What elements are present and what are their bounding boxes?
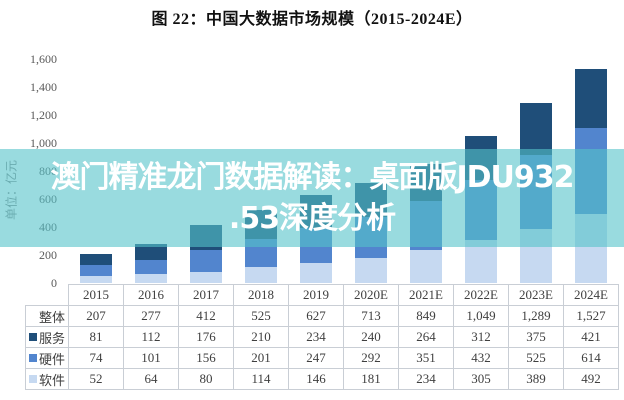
table-cell-total: 277 [123,305,179,327]
table-cell-hardware: 201 [233,347,289,369]
bar-segment-services [134,244,167,260]
row-label-text: 硬件 [38,351,65,367]
y-axis-tick-label: 1,400 [30,80,57,94]
table-cell-hardware: 292 [343,347,399,369]
table-cell-hardware: 247 [288,347,344,369]
bar-segment-services [519,102,552,156]
table-cell-services: 421 [563,326,619,348]
table-cell-software: 146 [288,368,344,390]
table-cell-services: 240 [343,326,399,348]
bar-segment-software [134,274,167,283]
table-cell-software: 389 [508,368,564,390]
table-cell-software: 80 [178,368,234,390]
bar-segment-software [299,262,332,283]
table-cell-hardware: 525 [508,347,564,369]
bar-segment-hardware [134,259,167,275]
year-header: 2019 [288,284,344,306]
figure-title: 图 22：中国大数据市场规模（2015-2024E） [151,11,473,28]
row-label-text: 整体 [38,309,65,325]
table-cell-services: 176 [178,326,234,348]
table-cell-software: 64 [123,368,179,390]
y-axis-tick-label: 1,000 [30,136,57,150]
table-cell-services: 312 [453,326,509,348]
row-label-text: 软件 [38,372,65,388]
table-cell-hardware: 74 [68,347,124,369]
data-table: 2015 2016 2017 2018 2019 2020E 2021E 2022E 2023E… [25,284,619,390]
table-row: 服务 81 112 176 210 234 240 264 312 375 421 [25,326,619,348]
row-label-text: 服务 [38,330,65,346]
table-cell-hardware: 156 [178,347,234,369]
table-cell-hardware: 432 [453,347,509,369]
table-cell-hardware: 101 [123,347,179,369]
table-row: 软件 52 64 80 114 146 181 234 305 389 492 [25,368,619,390]
table-cell-total: 412 [178,305,234,327]
table-cell-software: 492 [563,368,619,390]
table-cell-software: 114 [233,368,289,390]
table-cell-total: 1,527 [563,305,619,327]
row-label-services: 服务 [25,326,69,348]
year-header: 2020E [343,284,399,306]
bar-segment-software [354,257,387,283]
bar-segment-software [189,271,222,283]
y-axis-tick-label: 200 [39,248,57,262]
table-row: 硬件 74 101 156 201 247 292 351 432 525 614 [25,347,619,369]
table-cell-total: 525 [233,305,289,327]
bar-segment-hardware [189,249,222,272]
table-cell-services: 264 [398,326,454,348]
table-cell-total: 627 [288,305,344,327]
y-axis-tick-label: 1,600 [30,52,57,66]
row-label-hardware: 硬件 [25,347,69,369]
table-cell-software: 52 [68,368,124,390]
bar-segment-software [79,275,112,283]
bar-segment-software [464,240,497,283]
table-cell-software: 181 [343,368,399,390]
table-cell-total: 1,049 [453,305,509,327]
blank-corner-cell [26,285,69,306]
watermark-text-line2: .53深度分析 [228,201,396,236]
table-cell-services: 210 [233,326,289,348]
table-cell-hardware: 351 [398,347,454,369]
table-cell-services: 234 [288,326,344,348]
year-header: 2015 [68,284,124,306]
table-cell-total: 1,289 [508,305,564,327]
legend-swatch-hardware [28,354,37,362]
y-axis-tick-label: 0 [51,276,57,290]
table-cell-total: 713 [343,305,399,327]
table-cell-software: 234 [398,368,454,390]
table-cell-software: 305 [453,368,509,390]
legend-swatch-services [28,333,37,341]
bar-segment-software [409,250,442,283]
year-header: 2022E [453,284,509,306]
bar-segment-hardware [79,265,112,276]
legend-swatch-software [28,375,37,383]
bar-segment-software [244,267,277,283]
year-header: 2023E [508,284,564,306]
table-cell-total: 207 [68,305,124,327]
y-axis-tick-label: 1,200 [30,108,57,122]
table-cell-total: 849 [398,305,454,327]
year-header: 2018 [233,284,289,306]
year-header: 2017 [178,284,234,306]
table-cell-services: 375 [508,326,564,348]
watermark-text-line1: 澳门精准龙门数据解读：桌面版JDU932 [50,160,574,195]
row-label-software: 软件 [25,368,69,390]
year-header: 2024E [563,284,619,306]
year-header: 2016 [123,284,179,306]
row-label-total: 整体 [25,305,69,327]
table-cell-hardware: 614 [563,347,619,369]
table-row: 整体 207 277 412 525 627 713 849 1,049 1,289 1,527 [25,305,619,327]
year-header: 2021E [398,284,454,306]
bar-segment-services [79,254,112,266]
table-row: 2015 2016 2017 2018 2019 2020E 2021E 2022E 2023E… [26,284,619,306]
table-cell-services: 81 [68,326,124,348]
watermark-band: 澳门精准龙门数据解读：桌面版JDU932 .53深度分析 [0,149,624,247]
bar-segment-services [574,69,607,129]
table-cell-services: 112 [123,326,179,348]
